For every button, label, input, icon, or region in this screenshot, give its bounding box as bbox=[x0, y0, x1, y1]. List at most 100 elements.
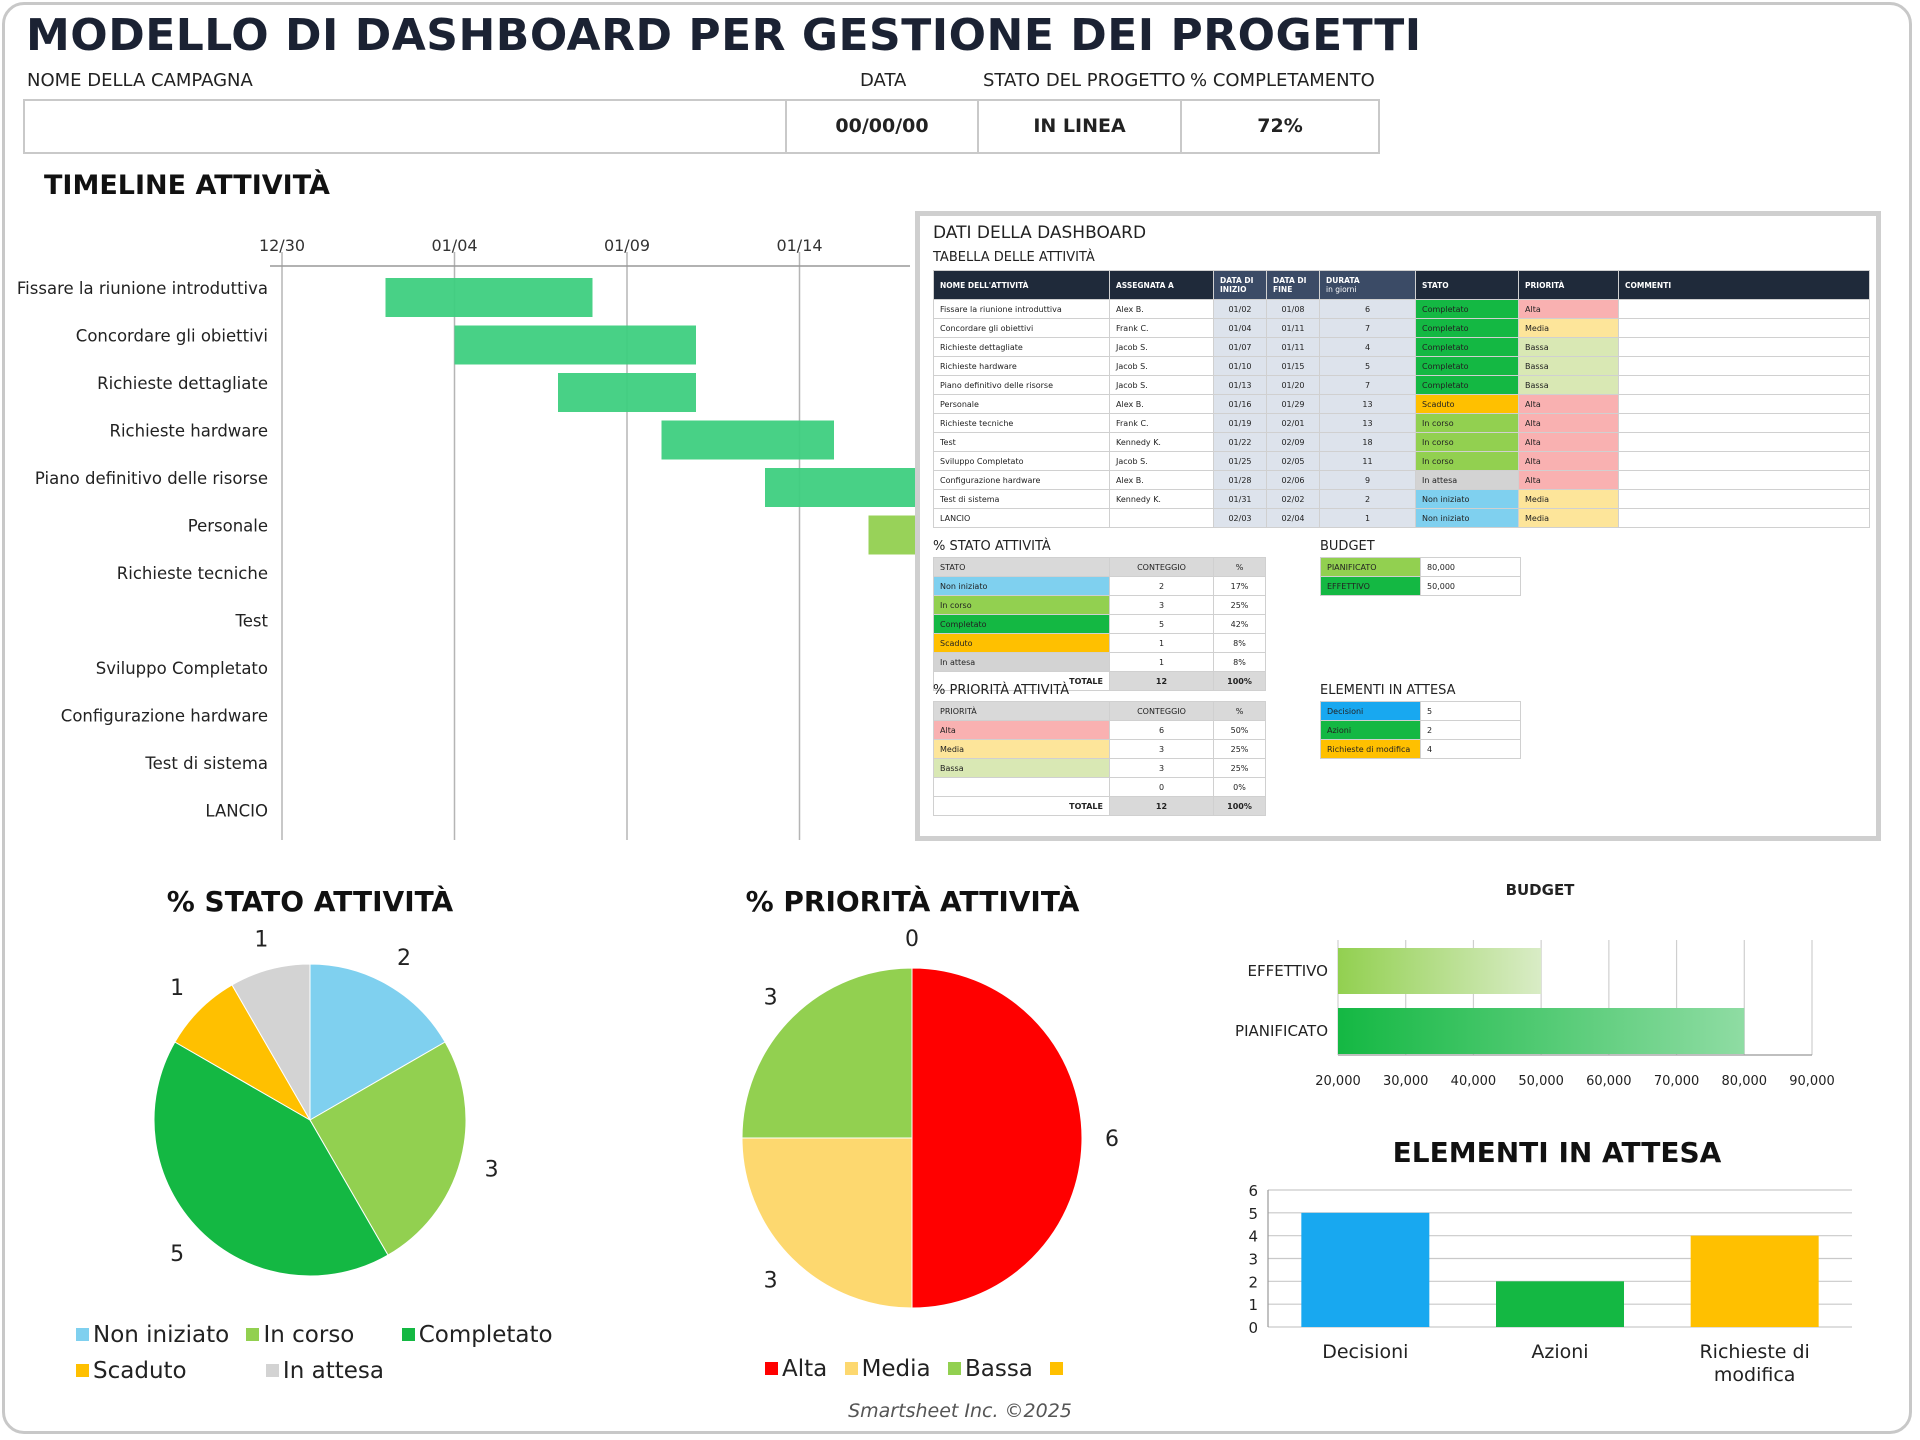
task-comment-cell[interactable] bbox=[1618, 451, 1870, 471]
task-status-cell[interactable]: Scaduto bbox=[1415, 394, 1519, 414]
task-name-cell[interactable]: Sviluppo Completato bbox=[933, 451, 1110, 471]
status-value[interactable]: IN LINEA bbox=[1033, 115, 1126, 137]
task-status-cell[interactable]: In attesa bbox=[1415, 470, 1519, 490]
task-days-cell[interactable]: 18 bbox=[1319, 432, 1416, 452]
task-assignee-cell[interactable]: Frank C. bbox=[1109, 318, 1214, 338]
task-status-cell[interactable]: In corso bbox=[1415, 451, 1519, 471]
task-comment-cell[interactable] bbox=[1618, 508, 1870, 528]
task-comment-cell[interactable] bbox=[1618, 489, 1870, 509]
task-priority-cell[interactable]: Alta bbox=[1518, 451, 1619, 471]
task-priority-cell[interactable]: Media bbox=[1518, 318, 1619, 338]
task-assignee-cell[interactable]: Jacob S. bbox=[1109, 356, 1214, 376]
task-assignee-cell[interactable]: Jacob S. bbox=[1109, 451, 1214, 471]
task-comment-cell[interactable] bbox=[1618, 337, 1870, 357]
task-end-cell[interactable]: 01/11 bbox=[1266, 337, 1320, 357]
task-days-cell[interactable]: 13 bbox=[1319, 413, 1416, 433]
task-status-cell[interactable]: Completato bbox=[1415, 299, 1519, 319]
task-end-cell[interactable]: 02/06 bbox=[1266, 470, 1320, 490]
task-end-cell[interactable]: 02/05 bbox=[1266, 451, 1320, 471]
task-name-cell[interactable]: Concordare gli obiettivi bbox=[933, 318, 1110, 338]
task-status-cell[interactable]: Non iniziato bbox=[1415, 489, 1519, 509]
campaign-value[interactable] bbox=[25, 99, 785, 154]
task-comment-cell[interactable] bbox=[1618, 470, 1870, 490]
task-start-cell[interactable]: 01/10 bbox=[1213, 356, 1267, 376]
task-assignee-cell[interactable]: Jacob S. bbox=[1109, 337, 1214, 357]
task-priority-cell[interactable]: Alta bbox=[1518, 432, 1619, 452]
task-name-cell[interactable]: Richieste hardware bbox=[933, 356, 1110, 376]
task-days-cell[interactable]: 6 bbox=[1319, 299, 1416, 319]
task-name-cell[interactable]: Piano definitivo delle risorse bbox=[933, 375, 1110, 395]
task-name-cell[interactable]: Test di sistema bbox=[933, 489, 1110, 509]
task-name-cell[interactable]: Test bbox=[933, 432, 1110, 452]
task-start-cell[interactable]: 01/19 bbox=[1213, 413, 1267, 433]
task-days-cell[interactable]: 1 bbox=[1319, 508, 1416, 528]
task-start-cell[interactable]: 01/28 bbox=[1213, 470, 1267, 490]
task-assignee-cell[interactable]: Kennedy K. bbox=[1109, 432, 1214, 452]
task-name-cell[interactable]: LANCIO bbox=[933, 508, 1110, 528]
task-days-cell[interactable]: 7 bbox=[1319, 375, 1416, 395]
task-start-cell[interactable]: 01/13 bbox=[1213, 375, 1267, 395]
task-days-cell[interactable]: 5 bbox=[1319, 356, 1416, 376]
task-end-cell[interactable]: 01/29 bbox=[1266, 394, 1320, 414]
task-end-cell[interactable]: 01/08 bbox=[1266, 299, 1320, 319]
task-status-cell[interactable]: In corso bbox=[1415, 413, 1519, 433]
task-start-cell[interactable]: 01/16 bbox=[1213, 394, 1267, 414]
task-comment-cell[interactable] bbox=[1618, 318, 1870, 338]
task-name-cell[interactable]: Richieste dettagliate bbox=[933, 337, 1110, 357]
task-status-cell[interactable]: In corso bbox=[1415, 432, 1519, 452]
task-name-cell[interactable]: Fissare la riunione introduttiva bbox=[933, 299, 1110, 319]
task-status-cell[interactable]: Completato bbox=[1415, 337, 1519, 357]
task-priority-cell[interactable]: Bassa bbox=[1518, 356, 1619, 376]
task-name-cell[interactable]: Personale bbox=[933, 394, 1110, 414]
task-days-cell[interactable]: 13 bbox=[1319, 394, 1416, 414]
task-priority-cell[interactable]: Alta bbox=[1518, 470, 1619, 490]
task-days-cell[interactable]: 7 bbox=[1319, 318, 1416, 338]
task-end-cell[interactable]: 02/01 bbox=[1266, 413, 1320, 433]
task-status-cell[interactable]: Completato bbox=[1415, 375, 1519, 395]
task-end-cell[interactable]: 02/04 bbox=[1266, 508, 1320, 528]
task-assignee-cell[interactable]: Kennedy K. bbox=[1109, 489, 1214, 509]
task-start-cell[interactable]: 01/31 bbox=[1213, 489, 1267, 509]
task-end-cell[interactable]: 02/02 bbox=[1266, 489, 1320, 509]
task-start-cell[interactable]: 02/03 bbox=[1213, 508, 1267, 528]
completion-value[interactable]: 72% bbox=[1257, 115, 1303, 137]
task-comment-cell[interactable] bbox=[1618, 299, 1870, 319]
task-start-cell[interactable]: 01/07 bbox=[1213, 337, 1267, 357]
task-status-cell[interactable]: Completato bbox=[1415, 356, 1519, 376]
task-days-cell[interactable]: 11 bbox=[1319, 451, 1416, 471]
task-days-cell[interactable]: 4 bbox=[1319, 337, 1416, 357]
task-priority-cell[interactable]: Alta bbox=[1518, 394, 1619, 414]
task-status-cell[interactable]: Completato bbox=[1415, 318, 1519, 338]
task-start-cell[interactable]: 01/25 bbox=[1213, 451, 1267, 471]
task-assignee-cell[interactable]: Alex B. bbox=[1109, 299, 1214, 319]
task-assignee-cell[interactable]: Alex B. bbox=[1109, 470, 1214, 490]
task-assignee-cell[interactable]: Alex B. bbox=[1109, 394, 1214, 414]
date-value[interactable]: 00/00/00 bbox=[835, 115, 929, 137]
task-assignee-cell[interactable]: Frank C. bbox=[1109, 413, 1214, 433]
task-start-cell[interactable]: 01/04 bbox=[1213, 318, 1267, 338]
task-end-cell[interactable]: 01/15 bbox=[1266, 356, 1320, 376]
task-comment-cell[interactable] bbox=[1618, 356, 1870, 376]
task-start-cell[interactable]: 01/22 bbox=[1213, 432, 1267, 452]
task-priority-cell[interactable]: Alta bbox=[1518, 413, 1619, 433]
task-comment-cell[interactable] bbox=[1618, 375, 1870, 395]
task-days-cell[interactable]: 9 bbox=[1319, 470, 1416, 490]
task-comment-cell[interactable] bbox=[1618, 432, 1870, 452]
task-status-cell[interactable]: Non iniziato bbox=[1415, 508, 1519, 528]
task-days-cell[interactable]: 2 bbox=[1319, 489, 1416, 509]
task-end-cell[interactable]: 02/09 bbox=[1266, 432, 1320, 452]
task-name-cell[interactable]: Configurazione hardware bbox=[933, 470, 1110, 490]
task-end-cell[interactable]: 01/11 bbox=[1266, 318, 1320, 338]
task-priority-cell[interactable]: Alta bbox=[1518, 299, 1619, 319]
task-end-cell[interactable]: 01/20 bbox=[1266, 375, 1320, 395]
task-comment-cell[interactable] bbox=[1618, 394, 1870, 414]
task-priority-cell[interactable]: Bassa bbox=[1518, 337, 1619, 357]
task-name-cell[interactable]: Richieste tecniche bbox=[933, 413, 1110, 433]
task-priority-cell[interactable]: Media bbox=[1518, 508, 1619, 528]
task-priority-cell[interactable]: Bassa bbox=[1518, 375, 1619, 395]
task-priority-cell[interactable]: Media bbox=[1518, 489, 1619, 509]
task-comment-cell[interactable] bbox=[1618, 413, 1870, 433]
task-start-cell[interactable]: 01/02 bbox=[1213, 299, 1267, 319]
task-assignee-cell[interactable] bbox=[1109, 508, 1214, 528]
task-assignee-cell[interactable]: Jacob S. bbox=[1109, 375, 1214, 395]
